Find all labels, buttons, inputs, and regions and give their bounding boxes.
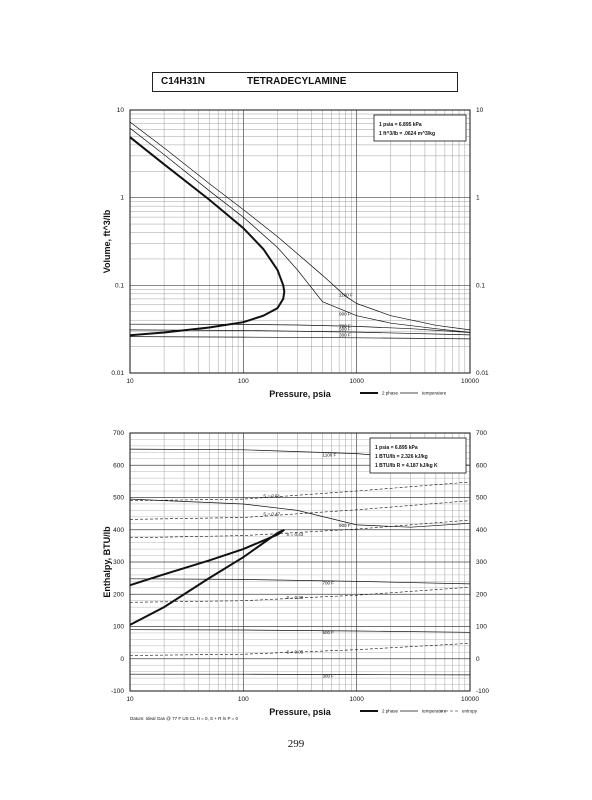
chart1-series-label: 1100 F [339, 292, 353, 297]
chart2-x-tick-label: 10 [126, 696, 134, 703]
chart2-entropy-line [129, 643, 471, 656]
chart1-temperature-line [129, 329, 471, 336]
chart2-y-tick-label-right: 700 [476, 430, 487, 437]
chart1-temperature-line [129, 121, 471, 331]
chart2-y-tick-label: 0 [120, 656, 124, 663]
datum-note: Datum: Ideal Gas @ 77 F US CL H = 0, S +… [130, 716, 238, 721]
chart2-legend-label: 2 phase [382, 709, 399, 714]
chart2-plot-frame [129, 432, 471, 692]
chart1-y-tick-label: 10 [117, 107, 125, 114]
chart2-series-label: S = 0.05 [286, 650, 303, 655]
chart2-legend-label: temperature [422, 709, 447, 714]
chart2-series-label: S = 0.43 [286, 532, 303, 537]
chart2-two-phase-curve [129, 528, 285, 626]
chart2-conversion-line: 1 BTU/lb R = 4.187 kJ/kg K [375, 463, 438, 469]
chart2-series-label: 900 F [339, 523, 351, 528]
chart1-series-label: 900 F [339, 312, 351, 317]
chart1-temperature-line [129, 127, 471, 333]
page-number: 299 [287, 738, 305, 750]
chart2-y-tick-label: -100 [111, 688, 124, 695]
chart2-y-tick-label: 600 [113, 462, 124, 469]
chart2-y-tick-label-right: 200 [476, 591, 487, 598]
compound-name: TETRADECYLAMINE [247, 76, 347, 87]
chart2-y-tick-label: 100 [113, 624, 124, 631]
chart1-y-axis-label: Volume, ft^3/lb [102, 209, 112, 273]
chart1-temperature-line [129, 336, 471, 340]
chart2-y-tick-label-right: 100 [476, 624, 487, 631]
chart1-y-tick-label-right: 10 [476, 107, 484, 114]
chart1-series-label: 300 F [339, 333, 351, 338]
chart2-series-label: S = 0.47 [263, 512, 280, 517]
chart2-y-tick-label: 200 [113, 591, 124, 598]
chart1-x-tick-label: 10000 [461, 378, 479, 385]
chart2-y-tick-label: 400 [113, 527, 124, 534]
chart1-conversion-line: 1 ft^3/lb = .0624 m^3/kg [379, 131, 435, 137]
chart1-x-tick-label: 10 [126, 378, 134, 385]
chart2-y-tick-label-right: 300 [476, 559, 487, 566]
chart1-series-label: 700 F [339, 324, 351, 329]
chart1-legend-label: 2 phase [382, 391, 399, 396]
chart2-series-label: S = 0.51 [263, 494, 280, 499]
formula-label: C14H31N [161, 76, 205, 87]
chart2-y-tick-label: 500 [113, 495, 124, 502]
chart2-series-label: 300 F [323, 674, 335, 679]
chart1-y-tick-label-right: 1 [476, 195, 480, 202]
chart2-x-axis-label: Pressure, psia [269, 707, 332, 717]
chart2-y-tick-label-right: 400 [476, 527, 487, 534]
chart1-legend-label: temperature [422, 391, 447, 396]
chart2-series-label: 500 F [323, 630, 335, 635]
chart2-conversion-line: 1 BTU/lb = 2.326 kJ/kg [375, 454, 428, 460]
chart2-entropy-line [129, 500, 471, 520]
chart2-conversion-line: 1 psia = 6.895 kPa [375, 445, 418, 451]
chart1-conversion-box [373, 114, 467, 142]
chart2-conversion-box [369, 437, 467, 474]
chart1-two-phase-curve [129, 136, 286, 337]
chart2-y-tick-label: 700 [113, 430, 124, 437]
chart2-temperature-line [129, 578, 471, 585]
chart1-plot-frame [129, 109, 471, 374]
chart2-y-axis-label: Enthalpy, BTU/lb [102, 526, 112, 598]
chart1-conversion-line: 1 psia = 6.895 kPa [379, 122, 422, 128]
chart2-series-label: 700 F [323, 580, 335, 585]
chart-title-box: C14H31N TETRADECYLAMINE [152, 72, 458, 92]
chart2-y-tick-label-right: 500 [476, 495, 487, 502]
chart1-series-label: 500 F [339, 327, 351, 332]
chart2-x-tick-label: 10000 [461, 696, 479, 703]
chart1-y-tick-label: 0.1 [115, 282, 124, 289]
chart2-entropy-line [129, 519, 471, 539]
chart2-y-tick-label-right: 600 [476, 462, 487, 469]
chart1-y-tick-label-right: 0.1 [476, 282, 485, 289]
chart1-x-tick-label: 1000 [349, 378, 364, 385]
chart1-x-tick-label: 100 [238, 378, 249, 385]
chart2-series-label: 1100 F [323, 453, 337, 458]
chart2-x-tick-label: 1000 [349, 696, 364, 703]
chart2-entropy-line [129, 481, 471, 501]
chart2-series-label: S = 0.29 [286, 595, 303, 600]
chart2-x-tick-label: 100 [238, 696, 249, 703]
chart2-y-tick-label-right: -100 [476, 688, 489, 695]
chart2-y-tick-label: 300 [113, 559, 124, 566]
chart2-temperature-line [129, 629, 471, 633]
chart1-temperature-line [129, 323, 471, 333]
chart1-x-axis-label: Pressure, psia [269, 389, 332, 399]
chart1-y-tick-label: 0.01 [111, 370, 124, 377]
chart2-temperature-line [130, 673, 471, 676]
chart1-y-tick-label-right: 0.01 [476, 370, 489, 377]
chart2-temperature-line [129, 498, 471, 528]
chart2-legend-label: entropy [462, 709, 478, 714]
chart1-y-tick-label: 1 [120, 195, 124, 202]
chart2-y-tick-label-right: 0 [476, 656, 480, 663]
chart2-entropy-line [129, 586, 471, 603]
